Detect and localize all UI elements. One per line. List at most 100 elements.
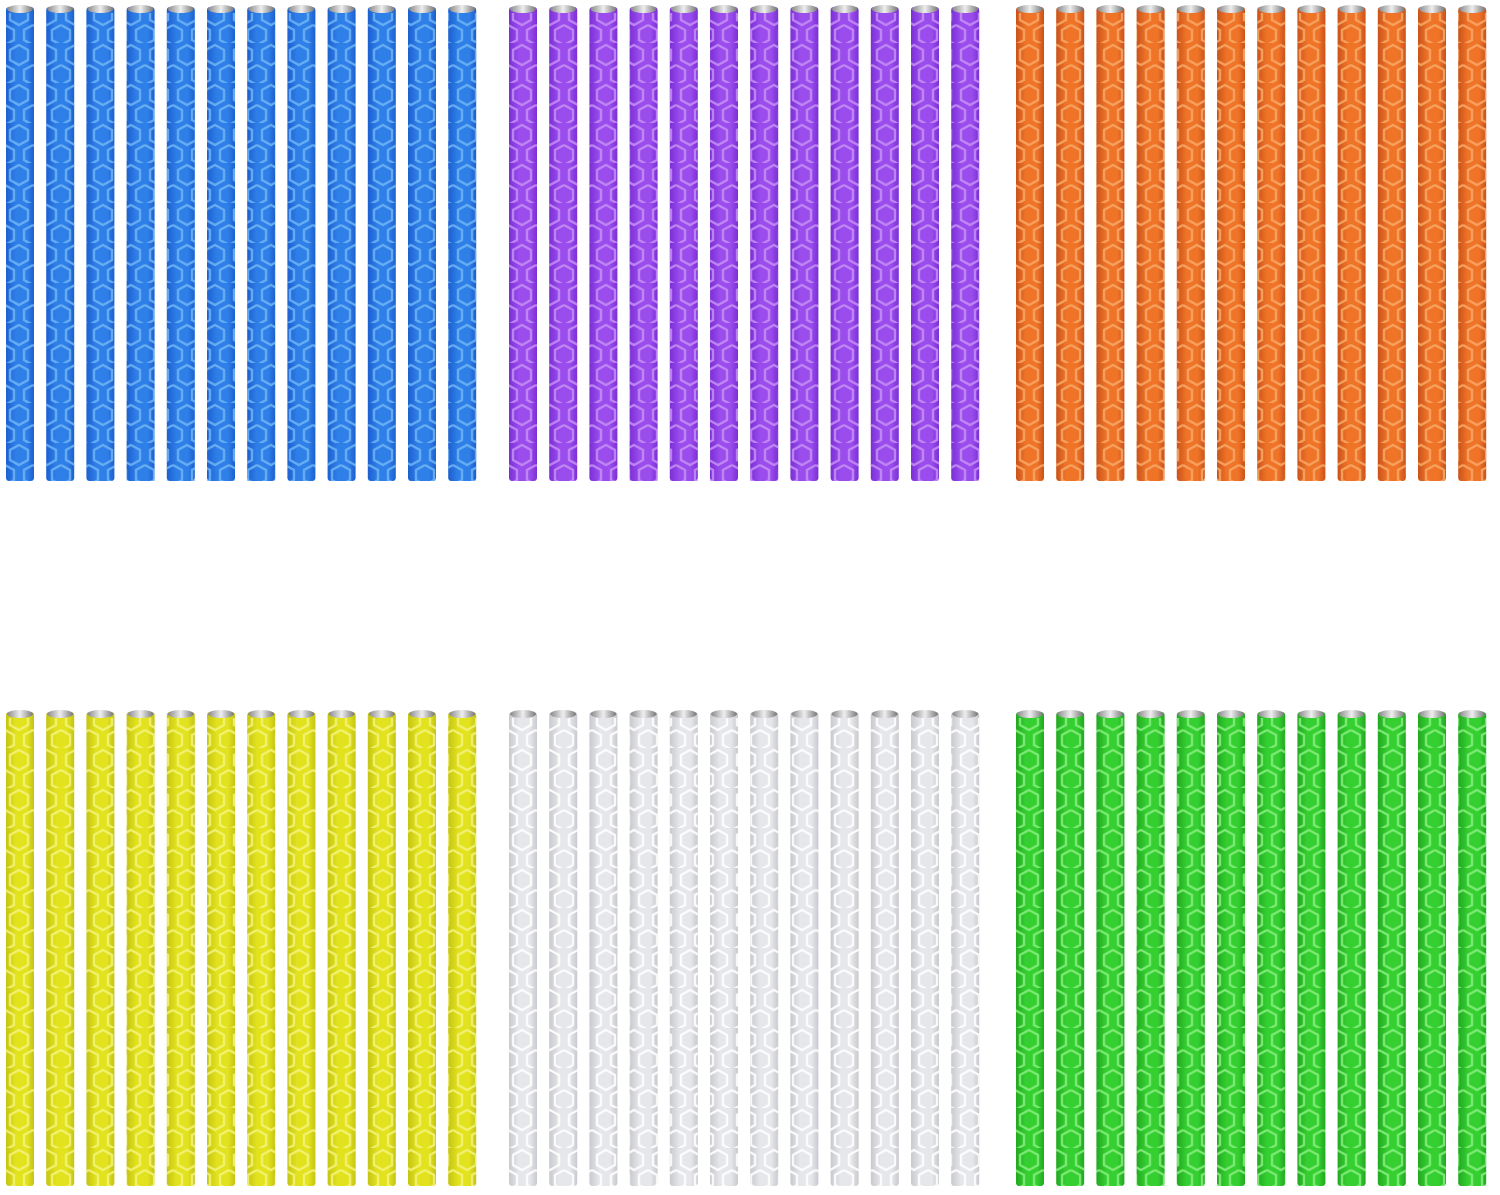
- reflective-spoke-tube: [448, 5, 477, 481]
- tube-group-green: [1015, 708, 1495, 1188]
- hexagon-pattern: [327, 13, 356, 481]
- metal-cap-icon: [167, 5, 194, 13]
- hexagon-pattern: [870, 718, 899, 1186]
- reflective-spoke-tube: [1136, 5, 1165, 481]
- hexagon-pattern: [1377, 13, 1406, 481]
- metal-cap-icon: [7, 710, 33, 718]
- hexagon-pattern: [750, 13, 779, 481]
- reflective-spoke-tube: [1136, 710, 1165, 1186]
- reflective-spoke-tube: [166, 710, 195, 1186]
- reflective-spoke-tube: [6, 5, 34, 481]
- metal-cap-icon: [1137, 5, 1164, 13]
- metal-cap-icon: [1298, 5, 1325, 13]
- reflective-spoke-tube: [549, 5, 578, 481]
- hexagon-pattern: [509, 13, 537, 481]
- metal-cap-icon: [791, 710, 818, 718]
- metal-cap-icon: [590, 710, 617, 718]
- metal-cap-icon: [248, 710, 275, 718]
- metal-cap-icon: [1177, 710, 1204, 718]
- hexagon-pattern: [1056, 13, 1085, 481]
- hexagon-pattern: [126, 718, 155, 1186]
- reflective-spoke-tube: [1257, 5, 1286, 481]
- tube-group-purple: [508, 3, 988, 483]
- hexagon-pattern: [1056, 718, 1085, 1186]
- reflective-spoke-tube: [1458, 5, 1487, 481]
- tube-group-orange: [1015, 3, 1495, 483]
- reflective-spoke-tube: [327, 5, 356, 481]
- reflective-spoke-tube: [509, 5, 537, 481]
- metal-cap-icon: [127, 710, 154, 718]
- metal-cap-icon: [670, 5, 697, 13]
- hexagon-pattern: [549, 718, 578, 1186]
- reflective-spoke-tube: [166, 5, 195, 481]
- hexagon-pattern: [870, 13, 899, 481]
- reflective-spoke-tube: [750, 710, 779, 1186]
- reflective-spoke-tube: [629, 710, 658, 1186]
- hexagon-pattern: [1217, 718, 1245, 1186]
- reflective-spoke-tube: [1377, 710, 1406, 1186]
- reflective-spoke-tube: [1337, 710, 1366, 1186]
- reflective-spoke-tube: [589, 710, 618, 1186]
- reflective-spoke-tube: [1096, 5, 1125, 481]
- metal-cap-icon: [1218, 710, 1244, 718]
- metal-cap-icon: [831, 5, 858, 13]
- reflective-spoke-tube: [1418, 710, 1446, 1186]
- metal-cap-icon: [1097, 5, 1124, 13]
- metal-cap-icon: [328, 5, 355, 13]
- hexagon-pattern: [86, 13, 115, 481]
- hexagon-pattern: [46, 13, 75, 481]
- hexagon-pattern: [207, 13, 235, 481]
- metal-cap-icon: [1419, 5, 1445, 13]
- metal-cap-icon: [831, 710, 858, 718]
- hexagon-pattern: [247, 13, 276, 481]
- hexagon-pattern: [86, 718, 115, 1186]
- hexagon-pattern: [408, 13, 436, 481]
- reflective-spoke-tube: [126, 5, 155, 481]
- metal-cap-icon: [1338, 710, 1365, 718]
- metal-cap-icon: [1378, 5, 1405, 13]
- hexagon-pattern: [207, 718, 235, 1186]
- reflective-spoke-tube: [1377, 5, 1406, 481]
- reflective-spoke-tube: [1176, 710, 1205, 1186]
- reflective-spoke-tube: [247, 710, 276, 1186]
- metal-cap-icon: [1298, 710, 1325, 718]
- metal-cap-icon: [791, 5, 818, 13]
- hexagon-pattern: [166, 718, 195, 1186]
- reflective-spoke-tube: [86, 5, 115, 481]
- tube-group-yellow: [5, 708, 485, 1188]
- reflective-spoke-tube: [750, 5, 779, 481]
- reflective-spoke-tube: [1217, 710, 1245, 1186]
- metal-cap-icon: [87, 5, 114, 13]
- reflective-spoke-tube: [1096, 710, 1125, 1186]
- hexagon-pattern: [46, 718, 75, 1186]
- reflective-spoke-tube: [790, 5, 819, 481]
- hexagon-pattern: [790, 718, 819, 1186]
- metal-cap-icon: [248, 5, 275, 13]
- reflective-spoke-tube: [1016, 710, 1044, 1186]
- reflective-spoke-tube: [1056, 5, 1085, 481]
- hexagon-pattern: [629, 718, 658, 1186]
- hexagon-pattern: [951, 13, 980, 481]
- reflective-spoke-tube: [1016, 5, 1044, 481]
- reflective-spoke-tube: [911, 710, 939, 1186]
- metal-cap-icon: [1338, 5, 1365, 13]
- hexagon-pattern: [327, 718, 356, 1186]
- metal-cap-icon: [288, 5, 315, 13]
- metal-cap-icon: [1137, 710, 1164, 718]
- hexagon-pattern: [126, 13, 155, 481]
- hexagon-pattern: [669, 718, 698, 1186]
- metal-cap-icon: [630, 5, 657, 13]
- hexagon-pattern: [509, 718, 537, 1186]
- reflective-spoke-tube: [1176, 5, 1205, 481]
- metal-cap-icon: [630, 710, 657, 718]
- metal-cap-icon: [871, 710, 898, 718]
- hexagon-pattern: [589, 718, 618, 1186]
- reflective-spoke-tube: [830, 710, 859, 1186]
- metal-cap-icon: [368, 5, 395, 13]
- hexagon-pattern: [1136, 13, 1165, 481]
- hexagon-pattern: [1257, 13, 1286, 481]
- hexagon-pattern: [629, 13, 658, 481]
- metal-cap-icon: [952, 5, 979, 13]
- reflective-spoke-tube: [710, 710, 738, 1186]
- metal-cap-icon: [47, 5, 74, 13]
